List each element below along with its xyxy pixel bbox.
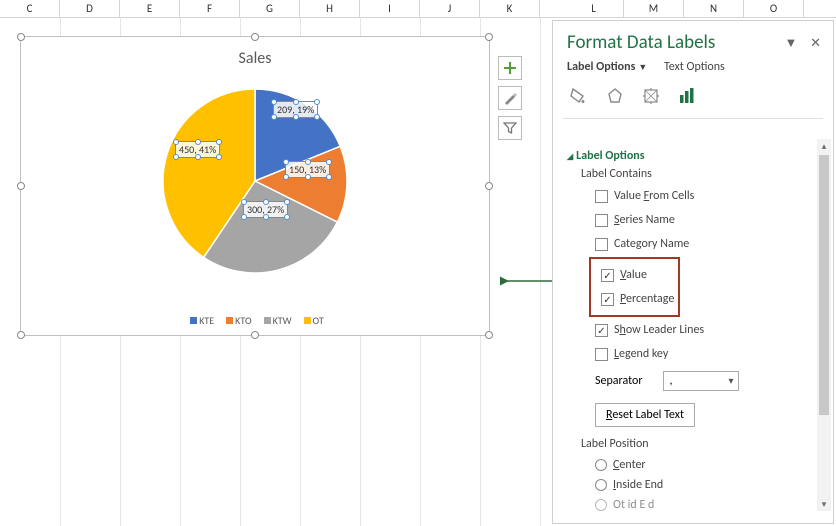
label-position-subhead: Label Position (581, 437, 807, 451)
legend-item-KTW[interactable]: KTW (260, 314, 292, 327)
separator-select[interactable]: , (663, 371, 739, 391)
scroll-down-button[interactable]: ▾ (817, 497, 831, 511)
highlighted-options: Value Percentage (589, 257, 680, 317)
show-leader-lines-checkbox[interactable]: Show Leader Lines (595, 319, 807, 341)
chart-object[interactable]: Sales 209, 19% 150, 13% 300, 27% 450, 41% K… (20, 36, 490, 336)
chart-resize-handle[interactable] (485, 33, 493, 41)
value-checkbox[interactable]: Value (601, 264, 674, 286)
pie-chart[interactable]: 209, 19% 150, 13% 300, 27% 450, 41% (155, 81, 355, 281)
scroll-up-button[interactable]: ▴ (817, 139, 831, 153)
column-header-L[interactable]: L (564, 0, 624, 18)
data-label-KTW[interactable]: 300, 27% (243, 201, 288, 218)
column-header-N[interactable]: N (684, 0, 744, 18)
column-header-I[interactable]: I (360, 0, 420, 18)
column-headers: CDEFGHIJK LMNO (0, 0, 836, 18)
label-contains-subhead: Label Contains (581, 167, 807, 181)
effects-icon[interactable] (603, 84, 627, 108)
chart-title[interactable]: Sales (21, 49, 489, 68)
reset-label-text-button[interactable]: Reset Label Text (595, 403, 695, 427)
data-label-KTO[interactable]: 150, 13% (285, 161, 330, 178)
data-label-OT[interactable]: 450, 41% (175, 141, 220, 158)
pane-options-dropdown[interactable]: ▼ (785, 36, 798, 51)
chart-resize-handle[interactable] (17, 331, 25, 339)
label-options-section[interactable]: ◢Label Options (567, 149, 807, 163)
label-options-icon[interactable] (675, 84, 699, 108)
column-header-D[interactable]: D (60, 0, 120, 18)
chart-resize-handle[interactable] (251, 33, 259, 41)
pane-title: Format Data Labels (567, 31, 715, 54)
label-options-tab[interactable]: Label Options (567, 60, 635, 74)
fill-line-icon[interactable] (567, 84, 591, 108)
legend-key-checkbox[interactable]: Legend key (595, 343, 807, 365)
pane-close-button[interactable]: ✕ (810, 36, 821, 51)
legend-item-OT[interactable]: OT (300, 314, 324, 327)
chart-resize-handle[interactable] (17, 182, 25, 190)
legend-item-KTO[interactable]: KTO (222, 314, 251, 327)
chart-filters-button[interactable] (498, 116, 522, 140)
column-header-H[interactable]: H (300, 0, 360, 18)
callout-arrow (500, 274, 560, 288)
text-options-tab[interactable]: Text Options (664, 60, 725, 74)
separator-label: Separator (595, 374, 643, 388)
worksheet-area: Sales 209, 19% 150, 13% 300, 27% 450, 41% K… (0, 18, 548, 526)
percentage-checkbox[interactable]: Percentage (601, 288, 674, 310)
scroll-thumb[interactable] (819, 155, 829, 415)
column-header-O[interactable]: O (744, 0, 804, 18)
pane-scrollbar[interactable]: ▴ ▾ (817, 139, 831, 511)
chart-resize-handle[interactable] (485, 331, 493, 339)
column-header-J[interactable]: J (420, 0, 480, 18)
category-name-checkbox[interactable]: Category Name (595, 233, 807, 255)
column-header-C[interactable]: C (0, 0, 60, 18)
value-from-cells-checkbox[interactable]: Value From Cells (595, 185, 807, 207)
center-radio[interactable]: Center (595, 455, 807, 475)
format-data-labels-pane: Format Data Labels ▼ ✕ Label Options▼ Te… (552, 20, 834, 524)
chart-styles-button[interactable] (498, 86, 522, 110)
inside-end-radio[interactable]: Inside End (595, 475, 807, 495)
chart-elements-button[interactable] (498, 56, 522, 80)
column-header-E[interactable]: E (120, 0, 180, 18)
data-label-KTE[interactable]: 209, 19% (273, 101, 318, 118)
column-header-K[interactable]: K (480, 0, 540, 18)
size-properties-icon[interactable] (639, 84, 663, 108)
column-header-M[interactable]: M (624, 0, 684, 18)
cut-off-radio[interactable]: Ot id E d (595, 495, 807, 515)
chart-resize-handle[interactable] (485, 182, 493, 190)
column-header-G[interactable]: G (240, 0, 300, 18)
chart-legend[interactable]: KTE KTO KTW OT (21, 314, 489, 327)
chart-resize-handle[interactable] (17, 33, 25, 41)
series-name-checkbox[interactable]: Series Name (595, 209, 807, 231)
legend-item-KTE[interactable]: KTE (186, 314, 214, 327)
chart-resize-handle[interactable] (251, 331, 259, 339)
column-header-F[interactable]: F (180, 0, 240, 18)
